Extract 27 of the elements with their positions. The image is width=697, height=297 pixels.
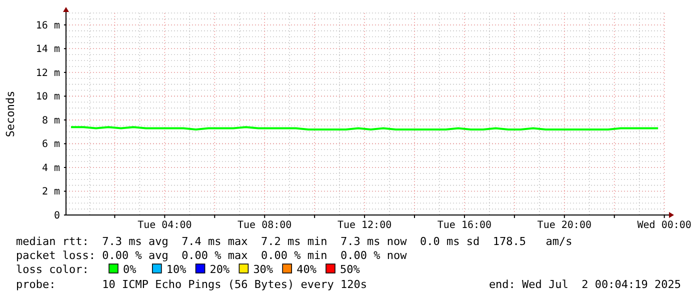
x-tick-label: Tue 08:00 — [238, 220, 292, 231]
x-tick-label: Wed 00:00 — [637, 220, 692, 231]
y-tick-label: 0 — [54, 210, 60, 222]
text: packet loss: 0.00 % avg 0.00 % max 0.00 % min 0.00 % now — [16, 249, 408, 262]
y-tick-label: 8 m — [42, 115, 60, 126]
x-tick-label: Tue 12:00 — [337, 220, 392, 231]
y-tick-label: 14 m — [36, 44, 60, 56]
y-tick-label: 16 m — [36, 20, 60, 32]
text: loss color: — [16, 263, 89, 276]
y-axis-title: Seconds — [4, 90, 17, 138]
text: 0% — [123, 263, 137, 276]
text: end: Wed Jul 2 00:04:19 2025 — [488, 278, 681, 291]
text: 50% — [340, 263, 360, 276]
y-tick-label: 2 m — [42, 186, 60, 198]
text: 10% — [166, 263, 187, 276]
y-tick-label: 6 m — [42, 139, 60, 150]
text: 20% — [210, 263, 230, 276]
x-tick-label: Tue 16:00 — [437, 220, 492, 231]
y-tick-label: 10 m — [36, 92, 60, 103]
text: probe: 10 ICMP Echo Pings (56 Bytes) every 120s — [16, 278, 367, 291]
y-tick-label: 12 m — [36, 68, 60, 79]
y-tick-label: 4 m — [42, 162, 60, 174]
text: median rtt: 7.3 ms avg 7.4 ms max 7.2 ms min 7.3 ms now 0.0 ms sd 178.5 am/s — [16, 235, 572, 248]
x-tick-label: Tue 20:00 — [537, 220, 592, 231]
text: 40% — [296, 263, 317, 276]
x-tick-label: Tue 04:00 — [138, 220, 192, 231]
text: 30% — [253, 263, 274, 276]
